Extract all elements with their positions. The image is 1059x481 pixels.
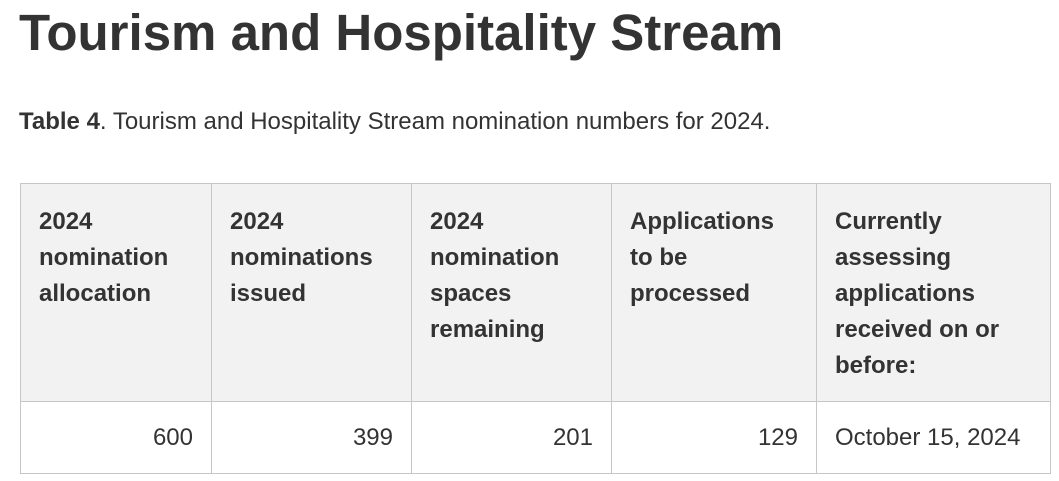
table-caption-label: Table 4 <box>19 108 100 135</box>
page-title: Tourism and Hospitality Stream <box>19 4 784 61</box>
cell-spaces-remaining: 201 <box>411 401 612 474</box>
header-nomination-allocation: 2024 nomination allocation <box>20 183 212 402</box>
table-header-row: 2024 nomination allocation 2024 nominati… <box>20 183 1051 402</box>
header-spaces-remaining: 2024 nomination spaces remaining <box>411 183 612 402</box>
header-currently-assessing: Currently assessing applications receive… <box>816 183 1051 402</box>
nomination-table: 2024 nomination allocation 2024 nominati… <box>20 183 1051 474</box>
table-caption: Table 4. Tourism and Hospitality Stream … <box>19 106 770 138</box>
cell-currently-assessing-date: October 15, 2024 <box>816 401 1051 474</box>
header-applications-to-be-processed: Applications to be processed <box>611 183 817 402</box>
table-header: 2024 nomination allocation 2024 nominati… <box>20 183 1051 402</box>
table-caption-text: . Tourism and Hospitality Stream nominat… <box>99 108 771 135</box>
table-row: 600 399 201 129 October 15, 2024 <box>20 401 1051 474</box>
header-nominations-issued: 2024 nominations issued <box>211 183 412 402</box>
table-body: 600 399 201 129 October 15, 2024 <box>20 401 1051 474</box>
cell-applications-to-be-processed: 129 <box>611 401 817 474</box>
cell-nominations-issued: 399 <box>211 401 412 474</box>
cell-nomination-allocation: 600 <box>20 401 212 474</box>
